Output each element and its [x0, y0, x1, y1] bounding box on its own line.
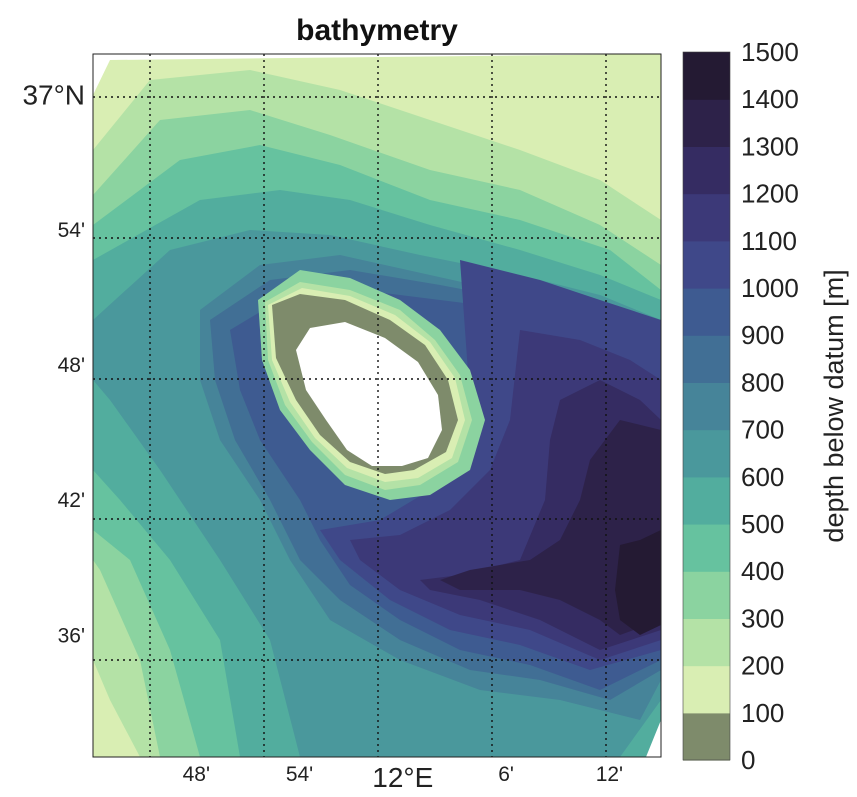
map-frame	[92, 53, 662, 758]
lon-label: 48'	[183, 763, 210, 786]
island-land	[296, 322, 442, 466]
colorbar-label: depth below datum [m]	[819, 269, 849, 542]
colorbar-tick-label: 600	[741, 462, 784, 492]
colorbar-swatch	[683, 240, 730, 289]
gridlines	[93, 54, 661, 757]
colorbar-tick-label: 700	[741, 415, 784, 445]
colorbar-swatch	[683, 524, 730, 572]
colorbar-tick-label: 1200	[741, 179, 799, 209]
lon-label: 54'	[286, 763, 313, 786]
lat-label: 54'	[58, 219, 85, 242]
colorbar-swatch	[683, 193, 730, 242]
nodata-corner-bottom-right	[646, 720, 661, 757]
colorbar-tick-label: 1400	[741, 84, 799, 114]
map-title: bathymetry	[296, 14, 458, 47]
colorbar-tick-label: 200	[741, 651, 784, 681]
colorbar-tick-label: 900	[741, 320, 784, 350]
colorbar-swatches	[683, 52, 730, 761]
lat-axis-labels: 37°N 54' 48' 42' 36'	[22, 80, 85, 648]
colorbar-swatch	[683, 571, 730, 619]
lon-label: 12°E	[372, 762, 433, 793]
colorbar-tick-label: 1300	[741, 131, 799, 161]
colorbar-swatch	[683, 382, 730, 431]
colorbar-swatch	[683, 335, 730, 383]
map-area	[93, 54, 661, 757]
lat-label: 37°N	[22, 80, 85, 111]
depth-band-1300-1400	[440, 420, 661, 635]
colorbar-tick-label: 400	[741, 556, 784, 586]
colorbar-tick-label: 1100	[741, 226, 797, 256]
colorbar-tick-label: 500	[741, 509, 784, 539]
depth-band-1400-1500	[615, 530, 661, 635]
lon-label: 12'	[596, 763, 623, 786]
colorbar-ticks: 0 100 200 300 400 500 600 700 800 900 1000 1100 1200…	[741, 37, 799, 775]
lon-label: 6'	[498, 763, 514, 786]
lat-label: 48'	[58, 354, 85, 377]
colorbar-tick-label: 100	[741, 698, 784, 728]
colorbar-swatch	[683, 476, 730, 525]
colorbar-tick-label: 300	[741, 603, 784, 633]
colorbar-swatch	[683, 665, 730, 714]
colorbar-swatch	[683, 712, 730, 761]
lat-label: 42'	[58, 489, 85, 512]
colorbar-swatch	[683, 146, 730, 195]
colorbar: 0 100 200 300 400 500 600 700 800 900 1000 1100 1200…	[682, 37, 849, 775]
colorbar-tick-label: 1500	[741, 37, 799, 67]
colorbar-swatch	[683, 288, 730, 336]
colorbar-swatch	[683, 429, 730, 478]
lat-label: 36'	[58, 624, 85, 647]
lon-axis-labels: 48' 54' 12°E 6' 12'	[183, 762, 623, 793]
colorbar-tick-label: 1000	[741, 273, 799, 303]
colorbar-swatch	[683, 52, 730, 100]
colorbar-frame	[682, 51, 731, 761]
colorbar-tick-label: 800	[741, 367, 784, 397]
colorbar-swatch	[683, 99, 730, 147]
colorbar-swatch	[683, 618, 730, 667]
colorbar-tick-label: 0	[741, 745, 755, 775]
